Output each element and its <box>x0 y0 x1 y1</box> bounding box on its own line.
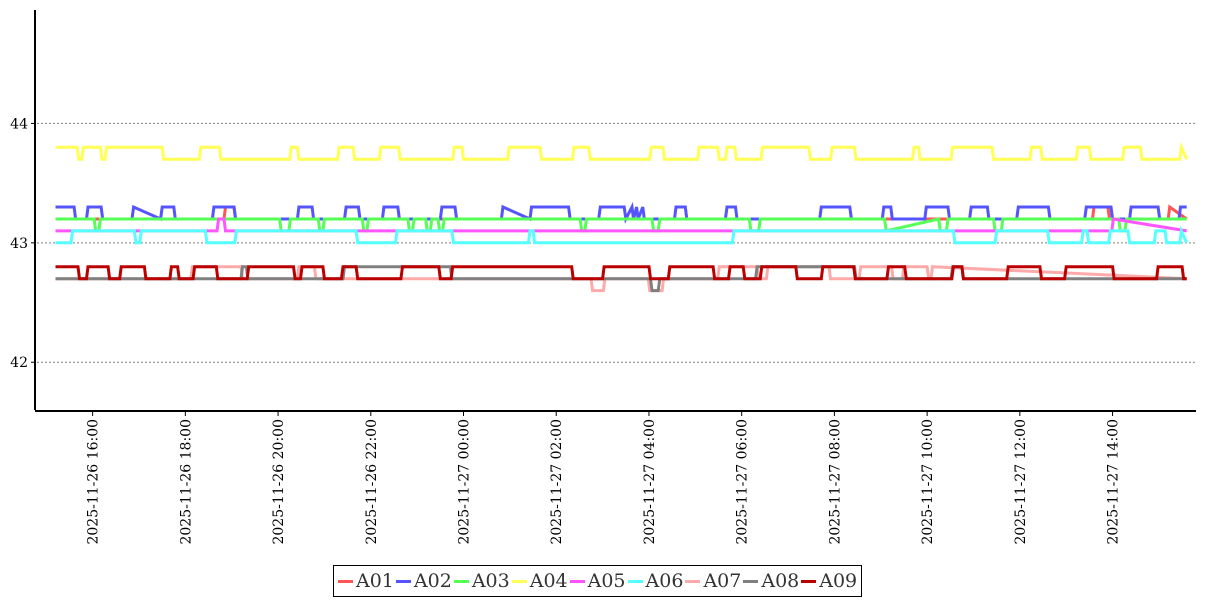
legend-swatch <box>685 579 701 583</box>
series-line-a06 <box>55 225 1189 245</box>
legend-label: A07 <box>703 570 742 592</box>
axes <box>34 10 1196 412</box>
legend-label: A03 <box>471 570 510 592</box>
legend-item-a05: A05 <box>569 570 626 592</box>
legend-swatch <box>569 579 585 583</box>
legend-swatch <box>338 579 353 583</box>
legend-item-a09: A09 <box>801 570 857 592</box>
series-lines <box>55 141 1189 293</box>
x-tick-label: 2025-11-26 16:00 <box>86 419 102 545</box>
x-tick-label: 2025-11-27 04:00 <box>642 419 658 545</box>
x-tick-label: 2025-11-26 18:00 <box>178 419 194 545</box>
legend-swatch <box>511 579 527 583</box>
x-tick-label: 2025-11-26 20:00 <box>271 419 287 545</box>
legend-label: A08 <box>761 570 800 592</box>
x-tick-label: 2025-11-26 22:00 <box>364 419 380 545</box>
x-tick-label: 2025-11-27 12:00 <box>1013 419 1029 545</box>
legend-item-a03: A03 <box>453 570 510 592</box>
x-tick-label: 2025-11-27 00:00 <box>457 419 473 545</box>
x-tick-label: 2025-11-27 14:00 <box>1106 419 1122 545</box>
series-line-a09 <box>55 265 1187 281</box>
legend-swatch <box>395 579 411 583</box>
y-tick-label: 43 <box>10 236 28 252</box>
legend-swatch <box>453 579 469 583</box>
legend-label: A04 <box>529 570 568 592</box>
legend-label: A05 <box>587 570 626 592</box>
legend-swatch <box>743 579 759 583</box>
y-ticks: 42 43 44 <box>10 116 35 371</box>
legend-item-a02: A02 <box>395 570 452 592</box>
series-line-a01 <box>55 204 1188 221</box>
series-line-a04 <box>55 141 1189 161</box>
y-tick-label: 44 <box>10 116 28 132</box>
y-tick-label: 42 <box>10 355 28 371</box>
legend-label: A02 <box>413 570 452 592</box>
legend-item-a07: A07 <box>685 570 741 592</box>
x-tick-label: 2025-11-27 02:00 <box>549 419 565 545</box>
legend-swatch <box>801 579 817 583</box>
legend: A01 A02 A03 A04 A05 A06 A07 A08 A09 <box>333 565 863 597</box>
legend-item-a08: A08 <box>743 570 799 592</box>
series-line-a05 <box>55 217 1187 233</box>
legend-item-a04: A04 <box>511 570 568 592</box>
x-ticks: 2025-11-26 16:00 2025-11-26 18:00 2025-11-… <box>86 411 1122 545</box>
legend-item-a01: A01 <box>338 570 394 592</box>
series-line-a03 <box>55 217 1187 233</box>
legend-item-a06: A06 <box>627 570 684 592</box>
legend-label: A01 <box>356 570 394 592</box>
legend-label: A09 <box>819 570 858 592</box>
x-tick-label: 2025-11-27 06:00 <box>735 419 751 545</box>
x-tick-label: 2025-11-27 08:00 <box>827 419 843 545</box>
x-tick-label: 2025-11-27 10:00 <box>920 419 936 545</box>
series-line-a07 <box>55 265 1187 293</box>
legend-label: A06 <box>645 570 684 592</box>
legend-swatch <box>627 579 643 583</box>
